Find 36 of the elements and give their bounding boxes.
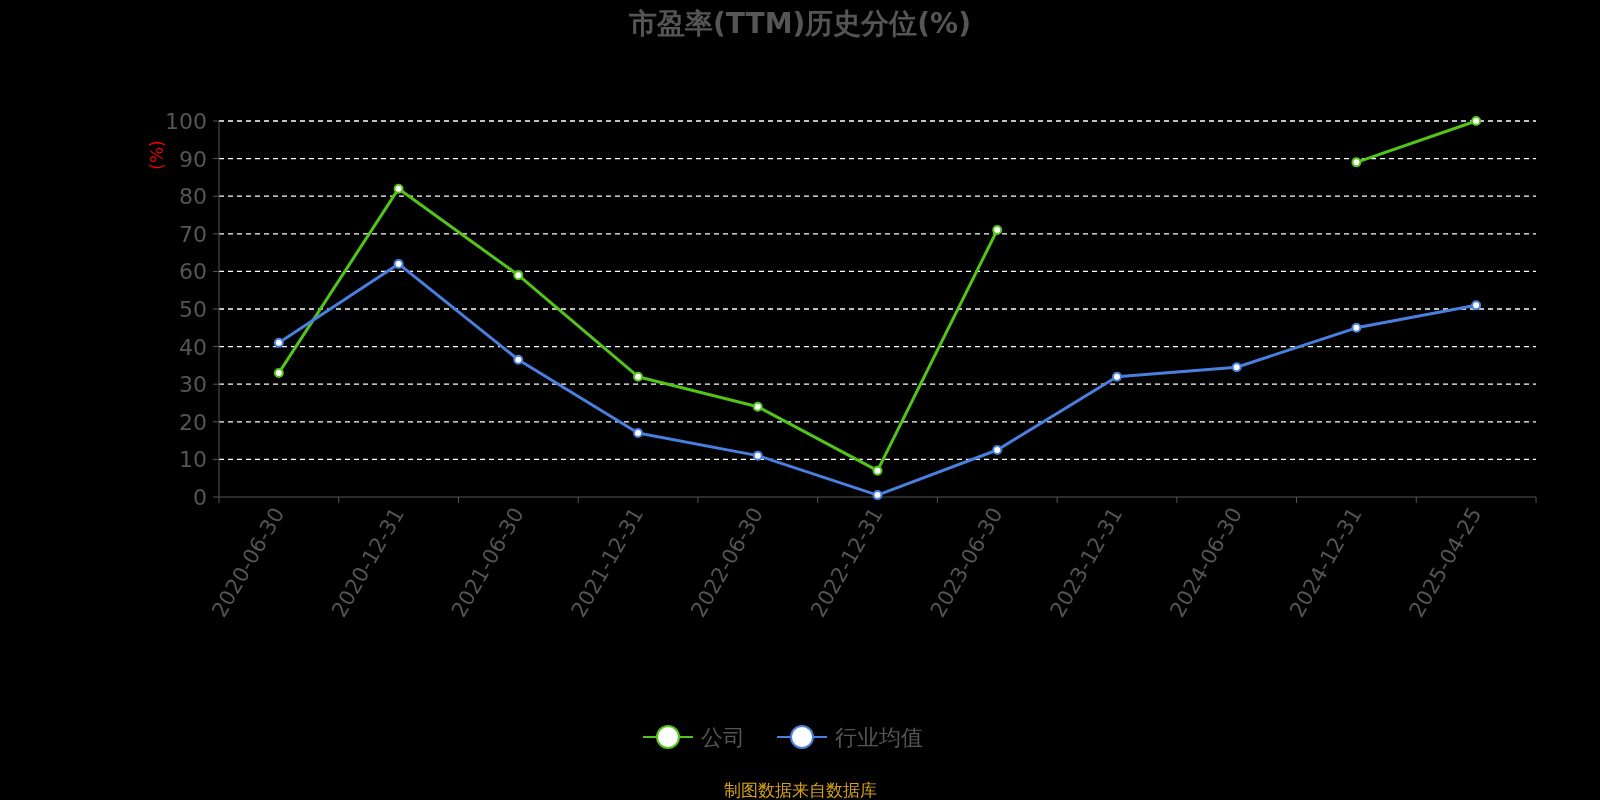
y-tick-label: 70 [179, 221, 207, 247]
point [513, 270, 524, 281]
y-axis-title: (%) [147, 140, 167, 170]
point [513, 354, 524, 365]
point [1351, 322, 1362, 333]
y-tick-label: 30 [179, 372, 207, 398]
point [872, 490, 883, 501]
y-tick-label: 40 [179, 334, 207, 360]
point [273, 337, 284, 348]
y-tick-label: 90 [179, 146, 207, 172]
text: 制图数据来自数据库 [723, 780, 877, 800]
y-tick-label: 100 [165, 109, 207, 134]
point [633, 428, 644, 439]
point [273, 367, 284, 378]
point [1351, 157, 1362, 168]
point [1471, 116, 1482, 126]
y-tick-label: 50 [179, 297, 207, 322]
y-tick-label: 0 [193, 485, 207, 510]
point [752, 450, 763, 461]
legend-label: 行业均值 [835, 725, 923, 750]
point [633, 371, 644, 382]
point [1471, 300, 1482, 311]
y-tick-label: 60 [179, 259, 207, 285]
point [872, 465, 883, 476]
legend-label: 公司 [701, 725, 745, 750]
point [1231, 362, 1242, 373]
point [992, 445, 1003, 455]
point [992, 225, 1003, 236]
point [393, 183, 404, 194]
y-tick-label: 10 [179, 447, 207, 473]
point [1111, 371, 1122, 382]
point [393, 258, 404, 269]
chart-title: 市盈率(TTM)历史分位(%) [628, 7, 971, 40]
y-tick-label: 20 [179, 409, 207, 435]
y-tick-label: 80 [179, 184, 207, 210]
point [752, 401, 763, 412]
